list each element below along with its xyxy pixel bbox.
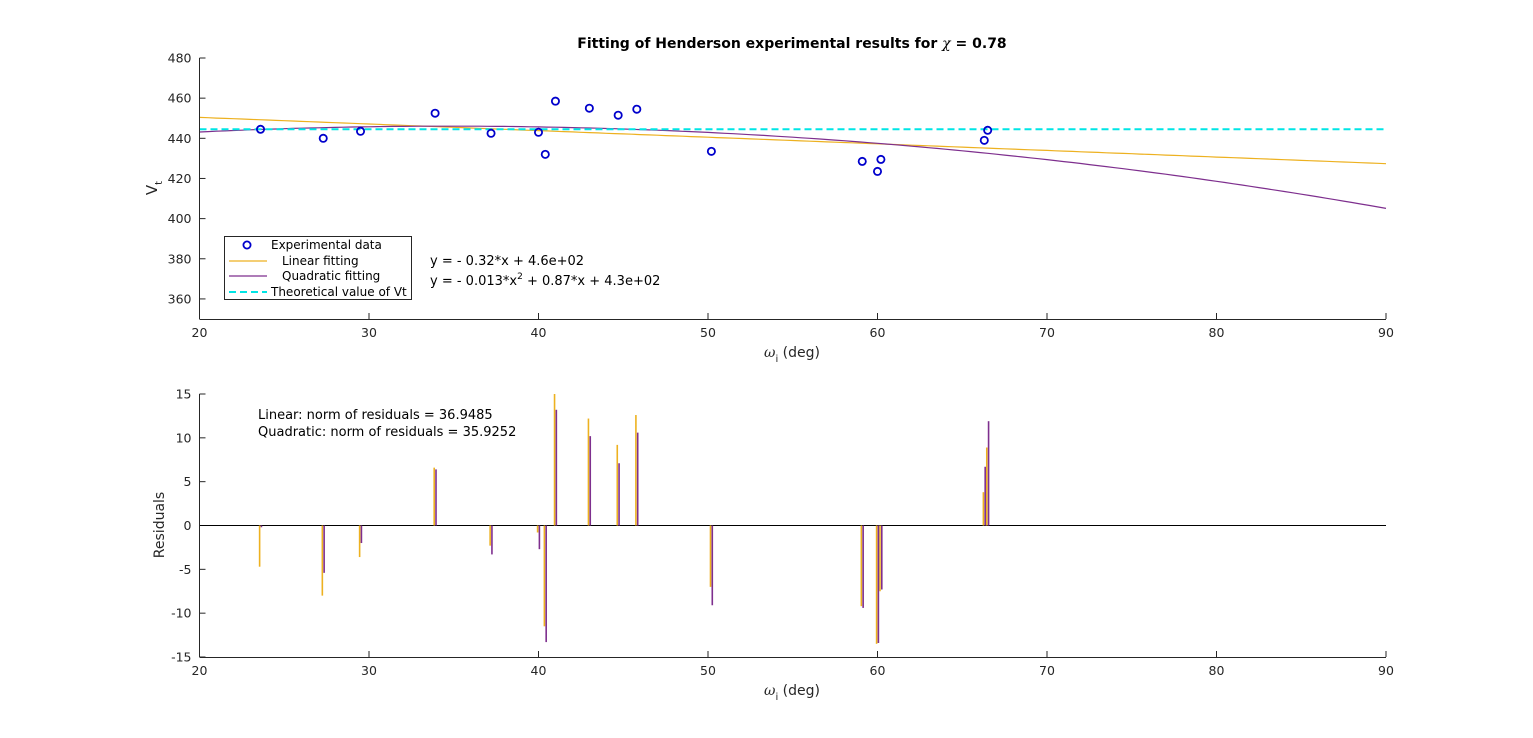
experimental-data-point (534, 127, 544, 137)
residual-stems (258, 394, 990, 644)
top-axes: Fitting of Henderson experimental result… (143, 36, 1394, 365)
bottom-y-tick-label: 0 (184, 518, 192, 533)
top-y-tick-label: 440 (168, 131, 192, 146)
linear-equation: y = - 0.32*x + 4.6e+02 (430, 254, 584, 269)
top-plot-area (199, 96, 1387, 209)
experimental-data-point (876, 154, 886, 164)
experimental-data-point (706, 146, 716, 156)
top-chart-title: Fitting of Henderson experimental result… (577, 36, 1006, 52)
experimental-data-point (873, 166, 883, 176)
bottom-axes: -15 -10 -5 0 5 10 15 20 30 40 50 60 70 80 90 Linear: … (152, 387, 1394, 704)
bottom-x-tick-label: 50 (700, 663, 716, 678)
experimental-data-point (613, 110, 623, 120)
legend-label-quadratic: Quadratic fitting (282, 269, 380, 283)
top-x-tick-label: 80 (1209, 325, 1225, 340)
top-y-axis-label: Vt (143, 181, 165, 195)
legend-marker-experimental (242, 240, 252, 250)
top-x-tick-label: 60 (870, 325, 886, 340)
bottom-y-tick-label: 15 (176, 387, 192, 402)
bottom-y-tick-label: -15 (171, 650, 191, 665)
top-x-tick-label: 40 (531, 325, 547, 340)
experimental-data-point (430, 108, 440, 118)
experimental-data-point (486, 128, 496, 138)
top-x-ticks: 20 30 40 50 60 70 80 90 (192, 313, 1394, 340)
top-y-tick-label: 400 (168, 211, 192, 226)
experimental-data-point (318, 133, 328, 143)
legend-label-experimental: Experimental data (271, 238, 382, 252)
legend-box (224, 236, 412, 300)
experimental-data-point (983, 125, 993, 135)
linear-fit-line (199, 116, 1387, 165)
top-x-tick-label: 90 (1378, 325, 1394, 340)
experimental-data-point (632, 104, 642, 114)
legend-label-theoretical: Theoretical value of Vt (270, 285, 407, 299)
top-x-tick-label: 50 (700, 325, 716, 340)
bottom-y-tick-label: -5 (179, 562, 191, 577)
top-y-tick-label: 480 (168, 51, 192, 66)
bottom-x-ticks: 20 30 40 50 60 70 80 90 (192, 651, 1394, 678)
top-x-axis-label: ωi (deg) (764, 345, 820, 365)
bottom-x-tick-label: 80 (1209, 663, 1225, 678)
bottom-x-tick-label: 30 (361, 663, 377, 678)
experimental-data-point (550, 96, 560, 106)
quadratic-fit-line (199, 125, 1387, 209)
bottom-x-tick-label: 20 (192, 663, 208, 678)
bottom-x-axis-label: ωi (deg) (764, 683, 820, 703)
top-x-tick-label: 30 (361, 325, 377, 340)
experimental-data-point (356, 126, 366, 136)
bottom-x-tick-label: 90 (1378, 663, 1394, 678)
linear-norm-annotation: Linear: norm of residuals = 36.9485 (258, 408, 493, 423)
bottom-y-tick-label: 10 (176, 430, 192, 445)
experimental-data-point (857, 156, 867, 166)
top-y-tick-label: 460 (168, 91, 192, 106)
quadratic-norm-annotation: Quadratic: norm of residuals = 35.9252 (258, 425, 516, 440)
experimental-data-point (540, 149, 550, 159)
bottom-y-axis-label: Residuals (152, 492, 168, 558)
top-y-tick-label: 420 (168, 171, 192, 186)
top-x-tick-label: 20 (192, 325, 208, 340)
top-y-tick-label: 380 (168, 251, 192, 266)
top-legend: Experimental data Linear fitting Quadrat… (224, 236, 412, 300)
quadratic-equation: y = - 0.013*x2 + 0.87*x + 4.3e+02 (430, 272, 660, 289)
experimental-data-point (584, 103, 594, 113)
top-y-tick-label: 360 (168, 291, 192, 306)
legend-label-linear: Linear fitting (282, 254, 359, 268)
experimental-data-point (979, 135, 989, 145)
bottom-y-tick-label: -10 (171, 606, 191, 621)
bottom-x-tick-label: 40 (531, 663, 547, 678)
bottom-y-tick-label: 5 (184, 474, 192, 489)
bottom-x-tick-label: 70 (1039, 663, 1055, 678)
experimental-markers (256, 96, 993, 176)
top-y-ticks: 360 380 400 420 440 460 480 (168, 51, 206, 306)
top-x-tick-label: 70 (1039, 325, 1055, 340)
bottom-x-tick-label: 60 (870, 663, 886, 678)
experimental-data-point (256, 124, 266, 134)
